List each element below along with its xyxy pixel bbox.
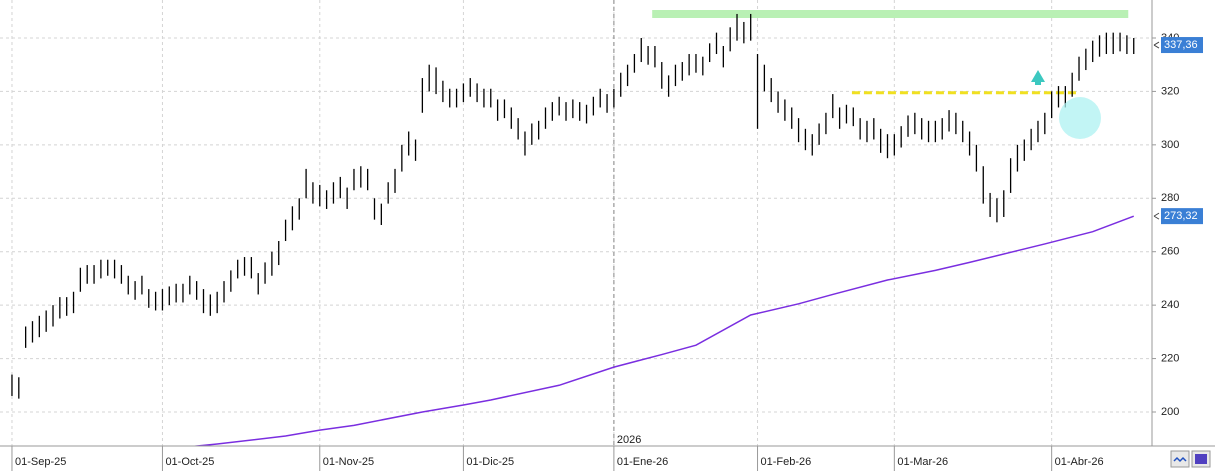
- plot-area: [11, 9, 1135, 446]
- save-icon: [1195, 454, 1207, 464]
- last-label-pointer: [1153, 41, 1160, 49]
- zoom-button[interactable]: [1170, 450, 1190, 468]
- y-tick-label: 220: [1161, 352, 1179, 364]
- last-label: 337,36: [1164, 39, 1198, 51]
- last-label: 273,32: [1164, 210, 1198, 222]
- grid: [0, 0, 1152, 446]
- y-tick-label: 240: [1161, 299, 1179, 311]
- year-label: 2026: [617, 434, 641, 446]
- x-tick-label: 01-Abr-26: [1055, 456, 1104, 468]
- y-tick-label: 260: [1161, 246, 1179, 258]
- last-label-pointer: [1153, 212, 1160, 220]
- y-tick-label: 280: [1161, 192, 1179, 204]
- x-tick-label: 01-Feb-26: [761, 456, 812, 468]
- x-tick-label: 01-Ene-26: [617, 456, 668, 468]
- x-tick-label: 01-Dic-25: [466, 456, 514, 468]
- x-tick-label: 01-Nov-25: [323, 456, 374, 468]
- x-tick-label: 01-Oct-25: [165, 456, 214, 468]
- y-tick-label: 300: [1161, 139, 1179, 151]
- up-arrow: [1031, 70, 1045, 85]
- x-tick-label: 01-Mar-26: [897, 456, 948, 468]
- x-tick-label: 01-Sep-25: [15, 456, 66, 468]
- highlight-circle: [1059, 97, 1101, 139]
- y-tick-label: 320: [1161, 85, 1179, 97]
- y-tick-label: 200: [1161, 406, 1179, 418]
- moving-average: [189, 215, 1135, 446]
- axes: 20022024026028030032034001-Sep-2501-Oct-…: [11, 32, 1203, 471]
- last-label-box: [1161, 208, 1203, 225]
- zoom-icon: [1173, 456, 1187, 463]
- last-label-box: [1161, 37, 1203, 54]
